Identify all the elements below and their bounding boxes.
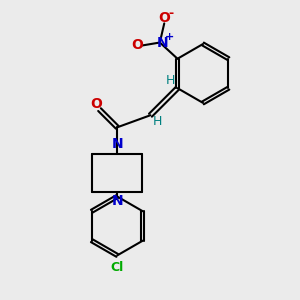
Text: N: N	[111, 137, 123, 152]
Text: Cl: Cl	[111, 261, 124, 274]
Text: O: O	[131, 38, 143, 52]
Text: H: H	[153, 115, 163, 128]
Text: N: N	[156, 35, 168, 50]
Text: N: N	[111, 194, 123, 208]
Text: +: +	[165, 32, 174, 42]
Text: O: O	[158, 11, 170, 25]
Text: -: -	[168, 7, 173, 20]
Text: H: H	[166, 74, 175, 87]
Text: O: O	[90, 97, 102, 111]
